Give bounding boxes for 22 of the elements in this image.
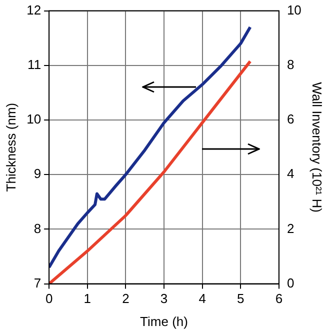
y2-axis-title: Wall Inventory (10²¹ H) xyxy=(310,82,325,212)
y-tick-label: 7 xyxy=(34,275,42,290)
x-tick-label: 2 xyxy=(122,291,130,306)
y-tick-label: 11 xyxy=(28,56,42,72)
y-tick-label: 8 xyxy=(34,220,42,236)
y2-tick-label: 4 xyxy=(286,166,294,182)
x-tick-label: 1 xyxy=(84,291,91,306)
y-tick-label: 10 xyxy=(26,112,42,127)
y-axis-title: Thickness (nm) xyxy=(3,102,18,192)
x-axis-title: Time (h) xyxy=(140,314,188,329)
y2-tick-label: 8 xyxy=(286,56,294,72)
y2-tick-label: 2 xyxy=(286,220,294,236)
x-tick-label: 4 xyxy=(198,291,206,306)
y2-tick-label: 0 xyxy=(286,275,294,290)
y2-tick-label: 6 xyxy=(286,112,294,127)
x-tick-label: 0 xyxy=(45,291,53,306)
x-tick-label: 5 xyxy=(237,291,244,306)
y2-tick-label: 10 xyxy=(286,2,302,18)
x-tick-label: 6 xyxy=(275,291,283,306)
x-tick-label: 3 xyxy=(160,291,168,306)
y-tick-label: 9 xyxy=(34,166,42,182)
y-tick-label: 12 xyxy=(26,2,42,18)
